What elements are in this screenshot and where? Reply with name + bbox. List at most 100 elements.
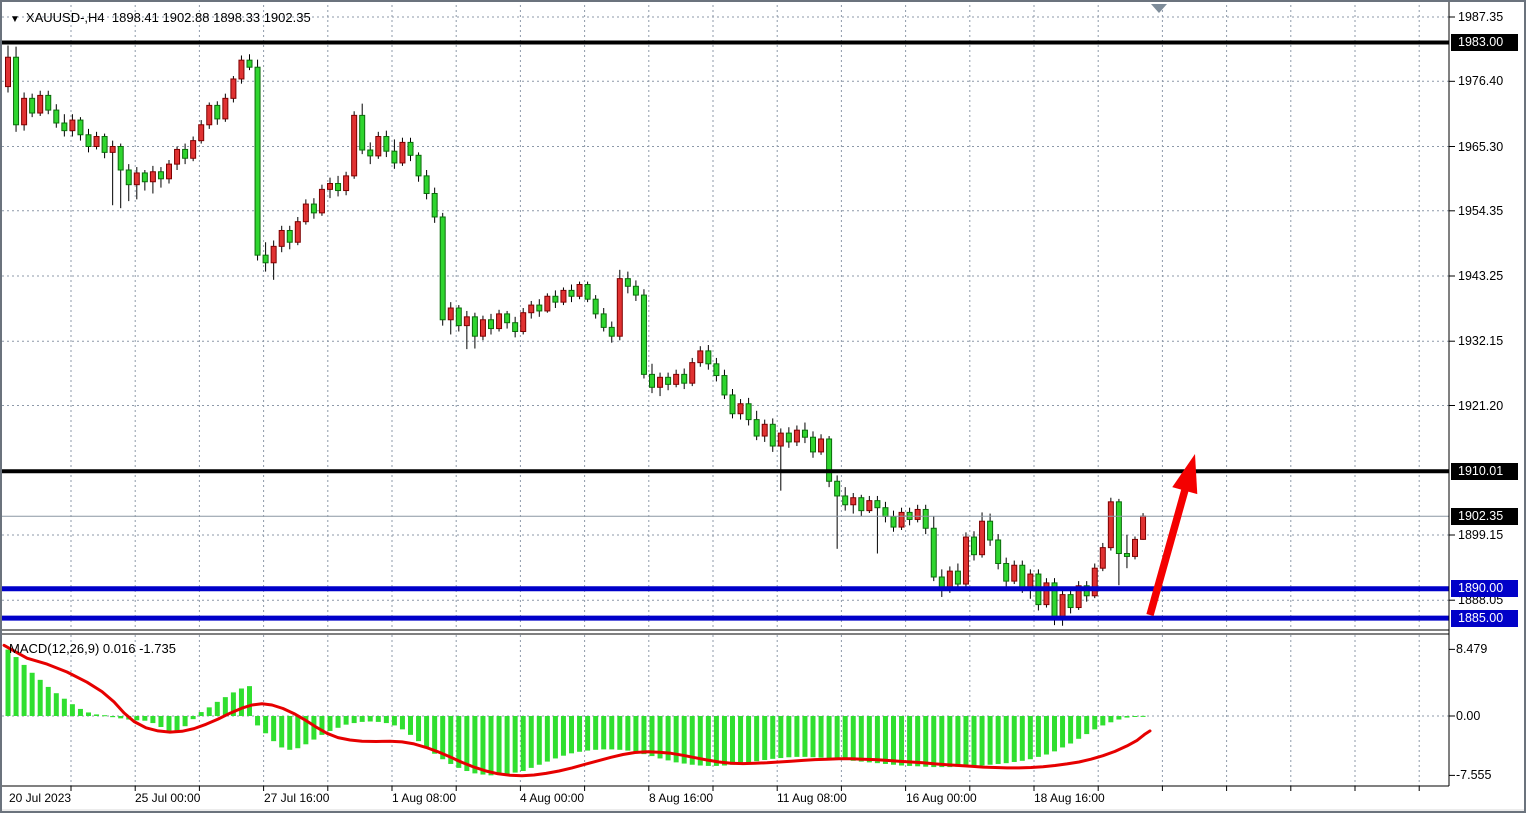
candle	[1107, 501, 1114, 549]
macd-histogram-bar	[375, 716, 381, 722]
candle	[238, 59, 245, 80]
macd-histogram-bar	[810, 716, 816, 758]
candle	[230, 78, 237, 99]
macd-histogram-bar	[295, 716, 301, 749]
macd-histogram-bar	[842, 716, 848, 761]
candle	[560, 289, 567, 303]
macd-histogram-bar	[544, 716, 550, 762]
macd-histogram-bar	[198, 712, 204, 716]
macd-histogram-bar	[601, 716, 607, 750]
candle	[729, 394, 736, 415]
candle	[512, 322, 519, 333]
candle	[479, 319, 486, 337]
candle	[125, 169, 132, 186]
candle	[447, 307, 454, 321]
macd-histogram-bar	[13, 657, 19, 716]
candle	[93, 136, 100, 148]
trend-arrow-shaft[interactable]	[1146, 483, 1190, 617]
candle	[1003, 562, 1010, 582]
macd-histogram-bar	[979, 716, 985, 766]
macd-histogram-bar	[834, 716, 840, 760]
candle	[463, 316, 470, 327]
candle	[327, 183, 333, 190]
macd-histogram-bar	[625, 716, 631, 751]
candle	[246, 59, 253, 68]
candle	[689, 362, 696, 384]
macd-histogram-bar	[110, 716, 116, 718]
candle	[29, 97, 36, 114]
macd-histogram-bar	[697, 716, 703, 766]
macd-histogram-bar	[939, 716, 945, 768]
candle	[61, 122, 68, 132]
macd-histogram-bar	[681, 716, 687, 764]
candle	[343, 175, 350, 192]
macd-histogram-bar	[496, 716, 502, 775]
macd-histogram-bar	[1043, 716, 1049, 755]
candle	[198, 124, 205, 142]
candle	[1059, 594, 1066, 617]
candle	[407, 141, 414, 156]
time-axis-label: 20 Jul 2023	[9, 791, 72, 805]
macd-histogram-bar	[118, 716, 124, 719]
candle	[367, 149, 374, 157]
candle	[697, 350, 704, 364]
macd-histogram-bar	[593, 716, 599, 750]
price-axis-label: 1976.40	[1458, 74, 1504, 89]
candle	[777, 432, 784, 447]
macd-histogram-bar	[327, 716, 333, 731]
macd-histogram-bar	[21, 664, 27, 716]
candle	[520, 312, 527, 333]
chart-shift-marker-icon[interactable]	[1151, 4, 1167, 13]
macd-histogram-bar	[673, 716, 679, 763]
symbol-period-label: XAUUSD-,H4	[25, 10, 105, 25]
candle	[930, 527, 937, 578]
macd-histogram-bar	[335, 716, 341, 728]
candle	[53, 109, 60, 124]
macd-histogram-bar	[1027, 716, 1033, 760]
macd-histogram-bar	[1060, 716, 1066, 748]
symbol-dropdown-icon[interactable]: ▼	[10, 14, 20, 25]
macd-histogram-bar	[826, 716, 832, 759]
candle	[101, 136, 108, 153]
candle	[375, 136, 382, 157]
price-level-badge: 1983.00	[1451, 34, 1518, 52]
candle	[1091, 567, 1098, 597]
macd-histogram-bar	[987, 716, 993, 765]
candle	[753, 419, 760, 437]
candle	[270, 245, 277, 264]
candle	[254, 66, 261, 256]
candle	[785, 432, 792, 443]
macd-histogram-bar	[383, 716, 389, 724]
time-axis-label: 11 Aug 08:00	[777, 791, 847, 805]
candle	[286, 229, 293, 243]
macd-histogram-bar	[456, 716, 462, 768]
candle	[850, 497, 857, 506]
candle	[117, 146, 124, 171]
candle	[1027, 573, 1034, 588]
macd-histogram-bar	[391, 716, 397, 726]
symbol-header[interactable]: ▼ XAUUSD-,H4 1898.41 1902.88 1898.33 1902…	[10, 10, 311, 25]
candle	[657, 376, 664, 388]
macd-histogram-bar	[609, 716, 615, 750]
price-level-badge: 1890.00	[1451, 580, 1518, 598]
macd-histogram-bar	[931, 716, 937, 768]
candle	[1132, 538, 1138, 557]
macd-histogram-bar	[359, 716, 365, 722]
candle	[222, 97, 229, 120]
candle	[938, 576, 945, 588]
candle	[1115, 501, 1122, 555]
candle	[979, 520, 986, 556]
macd-histogram-bar	[899, 716, 905, 766]
macd-axis-label: 8.479	[1456, 642, 1488, 657]
macd-histogram-bar	[214, 701, 220, 716]
candle	[866, 500, 873, 512]
macd-histogram-bar	[174, 716, 180, 732]
candle	[415, 154, 422, 177]
candle	[882, 507, 889, 518]
macd-histogram-bar	[512, 716, 518, 773]
candle	[649, 373, 655, 388]
trend-arrow-head[interactable]	[1172, 454, 1198, 495]
candle	[504, 313, 511, 324]
macd-histogram-bar	[5, 649, 11, 716]
